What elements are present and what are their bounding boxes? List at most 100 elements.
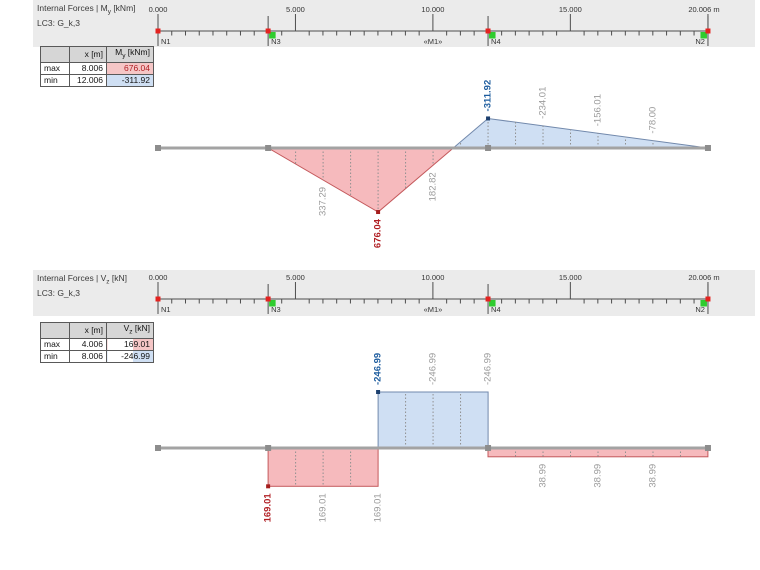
table-header-row: x [m] My [kNm] (40, 46, 154, 63)
node-marker-icon (485, 296, 491, 302)
table-header-row: x [m] Vz [kN] (40, 322, 154, 339)
node-marker-icon (485, 28, 491, 34)
min-x-value: 12.006 (69, 73, 107, 87)
panel-title-block: Internal Forces | Vz [kN] LC3: G_k,3 (37, 273, 127, 298)
support-marker-icon (489, 32, 496, 39)
max-x-value: 4.006 (69, 337, 107, 351)
support-marker-icon (489, 300, 496, 307)
node-label: N4 (491, 37, 501, 46)
moment-negative-region (451, 117, 709, 149)
node-marker-icon (705, 28, 711, 34)
beam (155, 445, 711, 451)
value-label: 169.01 (373, 493, 384, 522)
table-row-min: min 12.006 -311.92 (40, 73, 154, 87)
load-case-label: LC3: G_k,3 (37, 17, 80, 28)
extreme-marker-icon (376, 210, 381, 215)
node-label: N1 (161, 37, 171, 46)
ruler-label: 5.000 (286, 273, 305, 282)
table-row-min: min 8.006 -246.99 (40, 349, 154, 363)
table-corner-cell (40, 46, 70, 63)
ruler-label: 10.000 (421, 273, 444, 282)
value-labels: 337.29 676.04 182.82 -311.92 -234.01 -156.01 -… (318, 80, 659, 248)
table-header-value: My [kNm] (106, 46, 154, 63)
beam-node-icon (155, 145, 161, 151)
moment-positive-region (158, 147, 455, 213)
min-value: -311.92 (106, 73, 154, 87)
node-label: N4 (491, 305, 501, 314)
member-label: «M1» (424, 305, 443, 314)
beam-node-icon (265, 445, 272, 451)
ruler-label: 5.000 (286, 5, 305, 14)
value-labels: 169.01 169.01 169.01 -246.99 -246.99 -246.99 3… (263, 353, 659, 523)
value-label: -246.99 (483, 353, 494, 385)
value-label: 169.01 (318, 493, 329, 522)
ruler: 0.000 5.000 10.000 15.000 20.006 m N1 N3 N4 N2 «M… (149, 5, 720, 46)
node-label: N1 (161, 305, 171, 314)
value-label: 38.99 (647, 464, 658, 488)
node-marker-icon (155, 28, 161, 34)
value-label: -246.99 (428, 353, 439, 385)
min-value: -246.99 (106, 349, 154, 363)
node-marker-icon (155, 296, 161, 302)
support-marker-icon (700, 300, 707, 307)
ruler-label: 15.000 (559, 5, 582, 14)
extreme-marker-icon (376, 390, 381, 395)
table-header-x: x [m] (69, 322, 107, 339)
ruler-label: 10.000 (421, 5, 444, 14)
value-label: 38.99 (593, 464, 604, 488)
table-row-max: max 4.006 169.01 (40, 337, 154, 351)
row-label: min (40, 349, 70, 363)
ruler-label: 20.006 m (688, 5, 719, 14)
row-label: max (40, 337, 70, 351)
panel-header-band: Internal Forces | My [kNm] LC3: G_k,3 (33, 0, 755, 47)
table-header-x: x [m] (69, 46, 107, 63)
node-marker-icon (265, 28, 271, 34)
member-label: «M1» (424, 37, 443, 46)
panel-title: Internal Forces | Vz [kN] (37, 273, 128, 286)
node-marker-icon (265, 296, 271, 302)
beam-node-icon (155, 445, 161, 451)
value-label: 337.29 (318, 187, 329, 216)
ruler-label: 0.000 (149, 5, 168, 14)
result-table-my: x [m] My [kNm] max 8.006 676.04 min 12.0… (40, 46, 154, 87)
support-marker-icon (269, 300, 276, 307)
value-label: -311.92 (483, 80, 494, 112)
load-case-label: LC3: G_k,3 (37, 287, 80, 298)
table-corner-cell (40, 322, 70, 339)
ruler-label: 15.000 (559, 273, 582, 282)
row-label: min (40, 73, 70, 87)
node-marker-icon (705, 296, 711, 302)
beam-node-icon (265, 145, 272, 151)
panel-title: Internal Forces | My [kNm] (37, 3, 136, 16)
moment-diagram-canvas[interactable]: 0.000 5.000 10.000 15.000 20.006 m N1 N3 N4 N2 «M… (0, 0, 760, 258)
max-value: 676.04 (106, 61, 154, 75)
panel-header-band: Internal Forces | Vz [kN] LC3: G_k,3 (33, 270, 755, 316)
support-marker-icon (700, 32, 707, 39)
value-label: 38.99 (538, 464, 549, 488)
ruler-label: 0.000 (149, 273, 168, 282)
max-x-value: 8.006 (69, 61, 107, 75)
ruler-label: 20.006 m (688, 273, 719, 282)
panel-internal-forces-vz[interactable]: Internal Forces | Vz [kN] LC3: G_k,3 0.0… (0, 268, 760, 560)
support-marker-icon (269, 32, 276, 39)
row-label: max (40, 61, 70, 75)
panel-internal-forces-my[interactable]: Internal Forces | My [kNm] LC3: G_k,3 0.… (0, 0, 760, 258)
beam-node-icon (485, 445, 492, 451)
table-row-max: max 8.006 676.04 (40, 61, 154, 75)
shear-diagram-canvas[interactable]: 0.000 5.000 10.000 15.000 20.006 m N1 N3 N4 N2 «M… (0, 268, 760, 560)
min-x-value: 8.006 (69, 349, 107, 363)
value-label: -234.01 (538, 87, 549, 119)
table-header-value: Vz [kN] (106, 322, 154, 339)
node-label: N2 (695, 305, 705, 314)
shear-diagram-fill (267, 391, 709, 487)
beam-node-icon (704, 445, 711, 451)
value-label: -78.00 (647, 107, 658, 134)
extreme-marker-icon (266, 484, 271, 489)
beam-node-icon (485, 145, 492, 151)
max-value: 169.01 (106, 337, 154, 351)
value-label: 182.82 (428, 172, 439, 201)
node-label: N3 (271, 305, 281, 314)
value-label: 676.04 (373, 218, 384, 248)
value-label: -156.01 (593, 94, 604, 126)
extreme-marker-icon (486, 116, 491, 121)
